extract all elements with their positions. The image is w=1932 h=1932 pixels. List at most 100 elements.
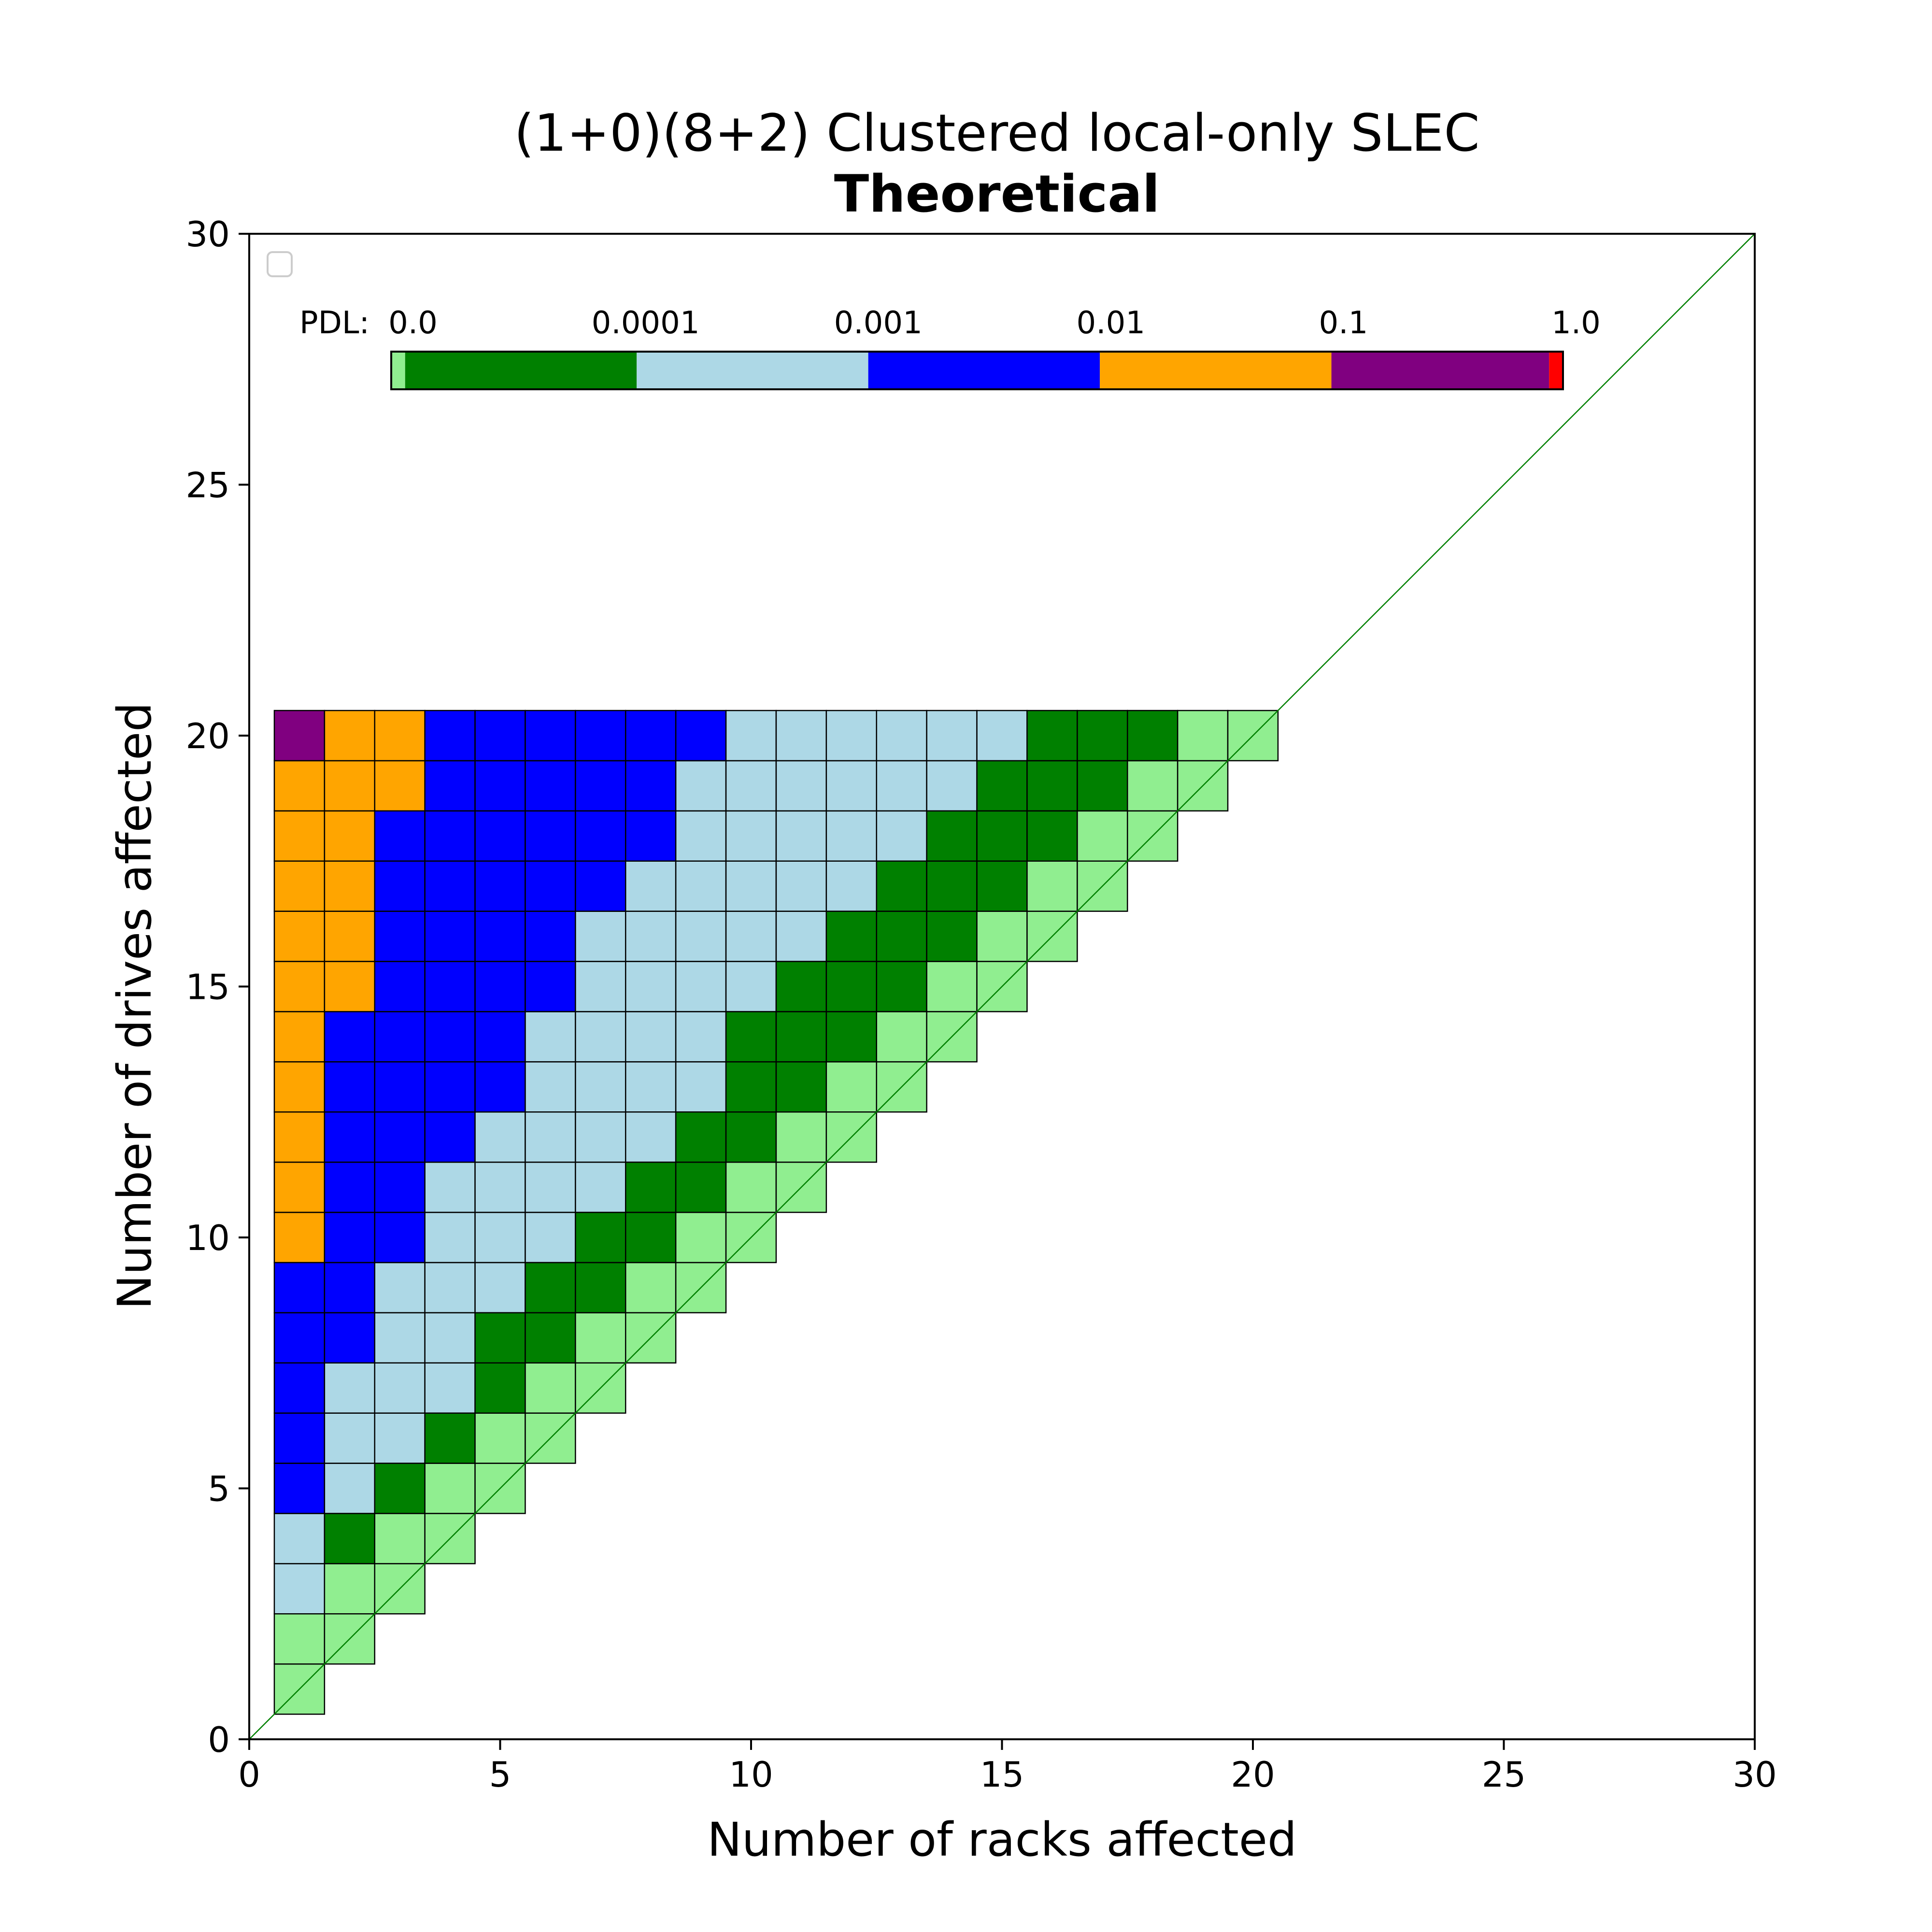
heatmap-cell <box>775 710 827 762</box>
heatmap-cell <box>474 1061 526 1113</box>
heatmap-cell <box>273 1463 326 1514</box>
colorbar-tick-label: 1.0 <box>1551 305 1601 341</box>
heatmap-cell <box>525 961 576 1012</box>
heatmap-cell <box>525 710 576 762</box>
heatmap-cell <box>926 710 978 762</box>
colorbar-segment <box>1331 352 1549 389</box>
heatmap-cell <box>976 760 1028 812</box>
x-tick-label: 25 <box>1482 1754 1526 1795</box>
heatmap-cell <box>1077 710 1128 762</box>
heatmap-cell <box>575 1211 626 1264</box>
heatmap-cell <box>374 760 426 812</box>
heatmap-cell <box>1026 860 1078 912</box>
heatmap-cell <box>273 710 326 762</box>
heatmap-cell <box>525 1362 576 1414</box>
heatmap-cell <box>725 910 777 962</box>
colorbar-prefix: PDL: <box>299 305 369 341</box>
heatmap-cell <box>876 910 927 962</box>
heatmap-cell <box>675 1061 727 1113</box>
heatmap-cell <box>273 1563 326 1615</box>
heatmap-cell <box>424 1211 476 1264</box>
heatmap-cell <box>725 710 777 762</box>
heatmap-cell <box>675 710 727 762</box>
heatmap-cell <box>675 1111 727 1163</box>
heatmap-cell <box>324 961 375 1012</box>
colorbar-tick-label: 0.1 <box>1319 305 1368 341</box>
heatmap-cell <box>324 1463 375 1514</box>
heatmap-cell <box>424 1262 476 1314</box>
heatmap-cell <box>525 810 576 862</box>
heatmap-cell <box>273 1262 326 1314</box>
heatmap-cell <box>424 961 476 1012</box>
heatmap-cell <box>926 760 978 812</box>
heatmap-cell <box>273 1613 326 1665</box>
heatmap-cell <box>575 1312 626 1364</box>
heatmap-cell <box>926 910 978 962</box>
heatmap-cell <box>273 1362 326 1414</box>
heatmap-cell <box>424 1463 476 1514</box>
heatmap-cell <box>525 1061 576 1113</box>
heatmap-cell <box>374 1513 426 1564</box>
x-axis-label: Number of racks affected <box>707 1813 1297 1867</box>
heatmap-cell <box>775 1111 827 1163</box>
heatmap-cell <box>273 910 326 962</box>
heatmap-cell <box>273 961 326 1012</box>
colorbar-tick-label: 0.0001 <box>592 305 700 341</box>
diagonal-reference-line <box>249 233 1755 1740</box>
heatmap-cell <box>725 961 777 1012</box>
heatmap-cell <box>374 860 426 912</box>
heatmap-cell <box>424 810 476 862</box>
axis-ticks: 0 5 10 15 20 25 30 0 5 10 15 20 25 30 <box>185 214 1776 1795</box>
colorbar-frame <box>390 351 1564 390</box>
heatmap-cell <box>825 860 877 912</box>
heatmap-cell <box>575 810 626 862</box>
heatmap-cell <box>926 961 978 1012</box>
heatmap-cell <box>675 1211 727 1264</box>
heatmap-cell <box>424 710 476 762</box>
x-tick-label: 10 <box>729 1754 773 1795</box>
heatmap-cell <box>474 1412 526 1464</box>
heatmap-cell <box>474 710 526 762</box>
y-tick-label: 0 <box>208 1719 230 1760</box>
heatmap-cell <box>725 1011 777 1063</box>
heatmap-cell <box>374 1312 426 1364</box>
heatmap-cell <box>424 1412 476 1464</box>
heatmap-cell <box>825 1061 877 1113</box>
heatmap-cell <box>474 1011 526 1063</box>
heatmap-cell <box>324 1412 375 1464</box>
heatmap-cell <box>324 1111 375 1163</box>
heatmap-cell <box>1026 810 1078 862</box>
heatmap-cell <box>775 910 827 962</box>
heatmap-cell <box>525 1111 576 1163</box>
heatmap-cell <box>625 1061 677 1113</box>
heatmap-cell <box>775 961 827 1012</box>
heatmap-cell <box>424 1011 476 1063</box>
heatmap-cell <box>926 860 978 912</box>
heatmap-cell <box>876 860 927 912</box>
x-tick-label: 0 <box>238 1754 260 1795</box>
heatmap-cell <box>273 1161 326 1213</box>
heatmap-cell <box>625 710 677 762</box>
y-axis-label: Number of drives affected <box>108 702 162 1309</box>
heatmap-cell <box>424 1061 476 1113</box>
heatmap-cell <box>926 810 978 862</box>
heatmap-cell <box>324 1563 375 1615</box>
heatmap-cell <box>474 1111 526 1163</box>
heatmap-cell <box>1177 710 1229 762</box>
heatmap-cell <box>273 1111 326 1163</box>
heatmap-cell <box>424 860 476 912</box>
heatmap-cell <box>575 910 626 962</box>
heatmap-cell <box>625 1161 677 1213</box>
heatmap-cell <box>625 1011 677 1063</box>
heatmap-cell <box>273 810 326 862</box>
heatmap-cell <box>825 760 877 812</box>
heatmap-cell <box>775 810 827 862</box>
heatmap-cell <box>876 760 927 812</box>
heatmap-cell <box>725 860 777 912</box>
heatmap-cell <box>625 961 677 1012</box>
x-tick-label: 30 <box>1733 1754 1777 1795</box>
heatmap-cell <box>876 810 927 862</box>
colorbar-segment <box>637 352 868 389</box>
heatmap-cell <box>1077 810 1128 862</box>
